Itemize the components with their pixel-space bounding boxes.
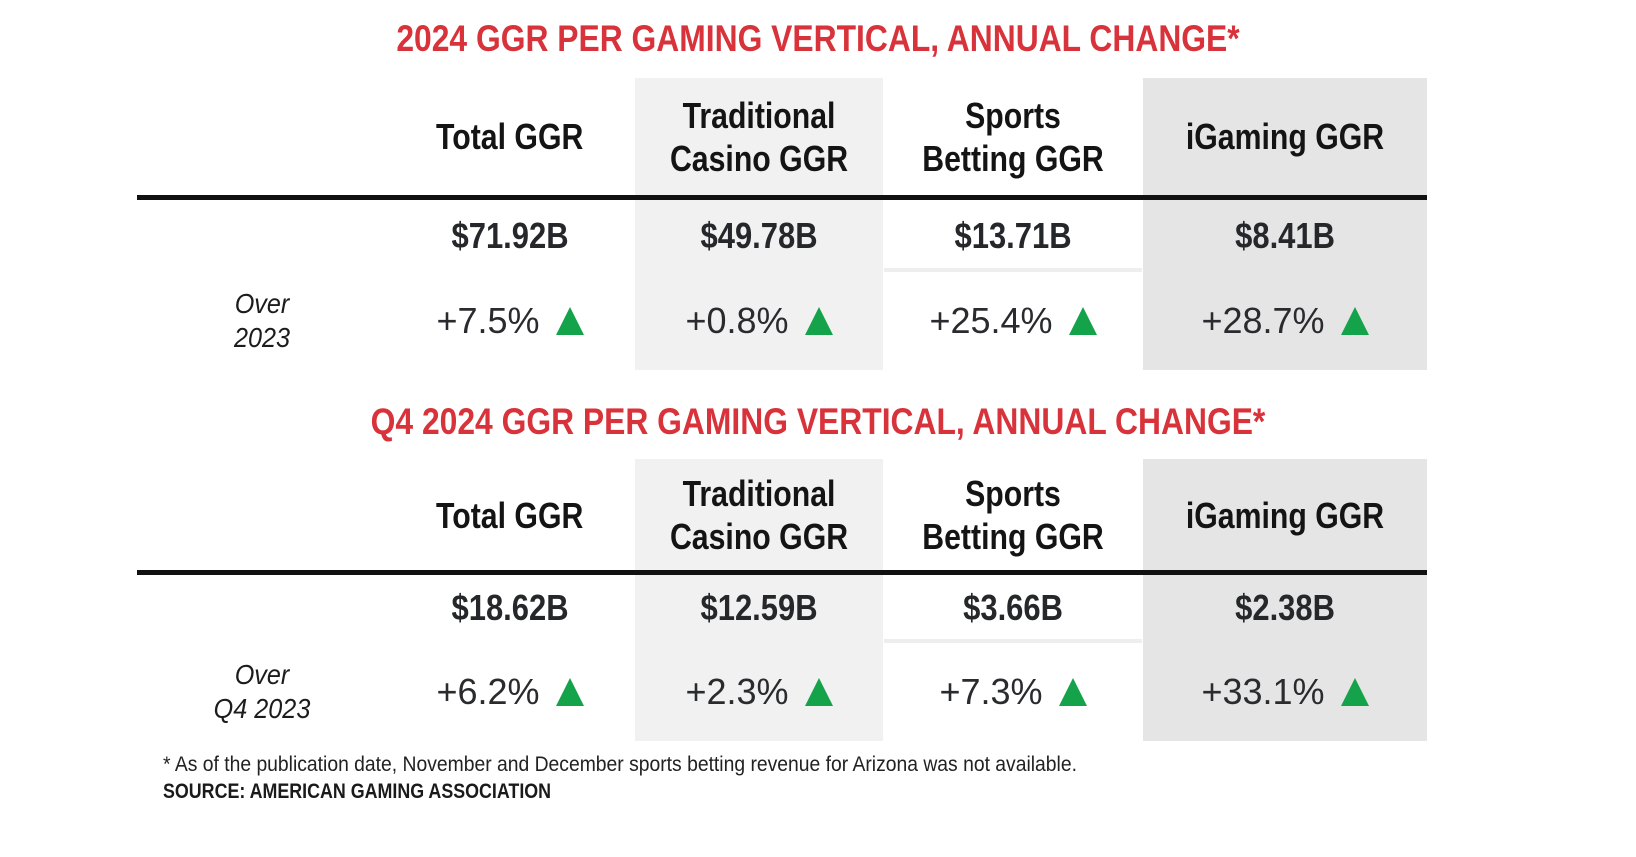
sports-row-separator <box>884 639 1142 643</box>
up-triangle-icon <box>1068 307 1097 335</box>
change-igaming-ggr: +33.1% <box>1143 659 1427 725</box>
header-casino-ggr: Traditional Casino GGR <box>669 473 849 557</box>
value-sports-ggr: $13.71B <box>954 214 1072 256</box>
header-igaming-ggr: iGaming GGR <box>1185 116 1385 157</box>
header-sports-ggr: Sports Betting GGR <box>922 94 1104 179</box>
header-rule <box>137 570 1427 575</box>
table-1: Total GGR Traditional Casino GGR Sports … <box>137 78 1427 370</box>
change-total-ggr: +6.2% <box>385 659 635 725</box>
casino-column-bg <box>635 78 883 370</box>
casino-column-bg <box>635 459 883 741</box>
sports-row-separator <box>884 268 1142 272</box>
header-sports-ggr: Sports Betting GGR <box>922 473 1104 557</box>
change-total-ggr: +7.5% <box>385 288 635 354</box>
value-casino-ggr: $49.78B <box>700 214 818 256</box>
header-total-ggr: Total GGR <box>436 494 584 536</box>
up-triangle-icon <box>555 307 584 335</box>
sports-column-bg <box>884 78 1142 370</box>
value-total-ggr: $18.62B <box>451 587 569 628</box>
change-casino-ggr: +2.3% <box>635 659 883 725</box>
up-triangle-icon <box>555 678 584 706</box>
header-igaming-ggr: iGaming GGR <box>1185 494 1385 536</box>
up-triangle-icon <box>1058 678 1087 706</box>
source-credit: SOURCE: AMERICAN GAMING ASSOCIATION <box>163 780 552 803</box>
change-igaming-ggr: +28.7% <box>1143 288 1427 354</box>
igaming-column-bg <box>1143 459 1427 741</box>
up-triangle-icon <box>804 307 833 335</box>
header-total-ggr: Total GGR <box>436 116 584 157</box>
row-label-over-q4-2023: Over Q4 2023 <box>213 659 311 724</box>
header-casino-ggr: Traditional Casino GGR <box>669 94 849 179</box>
up-triangle-icon <box>1340 678 1369 706</box>
table-1-title: 2024 GGR PER GAMING VERTICAL, ANNUAL CHA… <box>396 18 1240 59</box>
change-sports-ggr: +7.3% <box>884 659 1142 725</box>
up-triangle-icon <box>804 678 833 706</box>
header-rule <box>137 195 1427 200</box>
value-casino-ggr: $12.59B <box>700 587 818 628</box>
igaming-column-bg <box>1143 78 1427 370</box>
table-2: Total GGR Traditional Casino GGR Sports … <box>137 459 1427 741</box>
table-2-title: Q4 2024 GGR PER GAMING VERTICAL, ANNUAL … <box>370 401 1266 442</box>
value-total-ggr: $71.92B <box>451 214 569 256</box>
change-sports-ggr: +25.4% <box>884 288 1142 354</box>
up-triangle-icon <box>1340 307 1369 335</box>
value-sports-ggr: $3.66B <box>963 587 1063 628</box>
value-igaming-ggr: $8.41B <box>1235 214 1335 256</box>
value-igaming-ggr: $2.38B <box>1235 587 1335 628</box>
sports-column-bg <box>884 459 1142 741</box>
footnote: * As of the publication date, November a… <box>163 753 1077 776</box>
change-casino-ggr: +0.8% <box>635 288 883 354</box>
row-label-over-2023: Over 2023 <box>233 288 291 353</box>
